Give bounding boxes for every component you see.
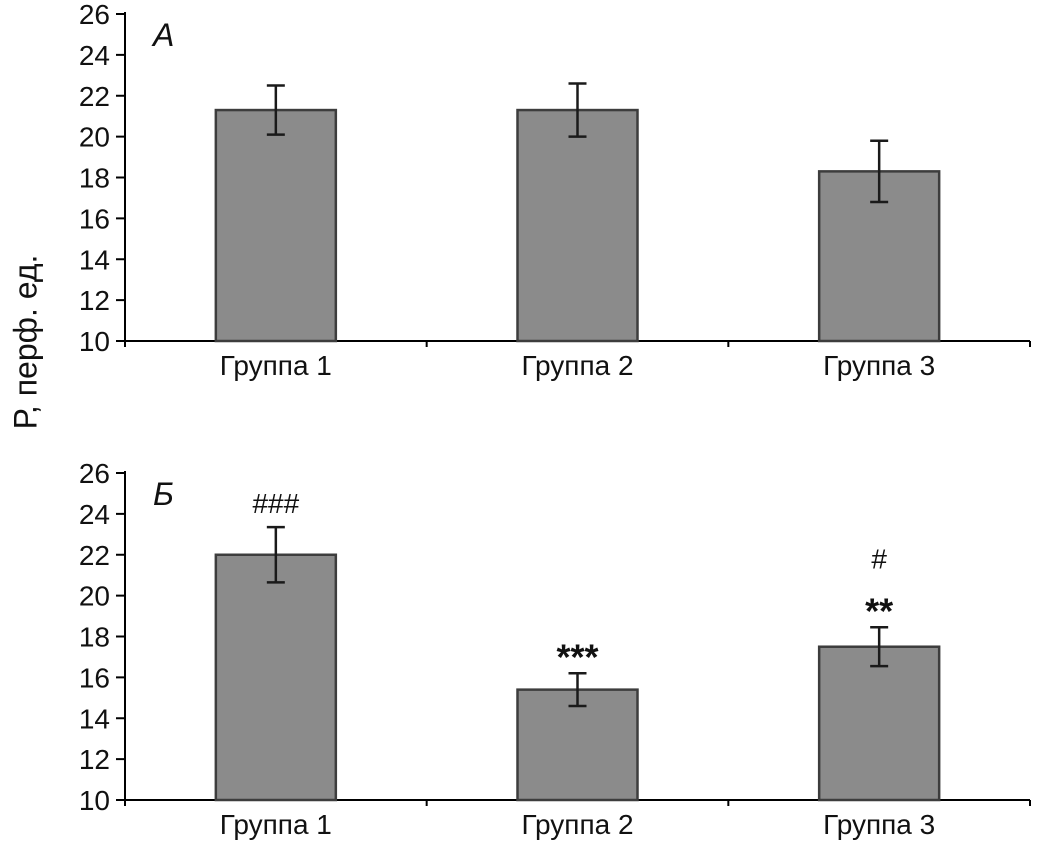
category-label: Группа 3 bbox=[823, 350, 935, 381]
category-label: Группа 2 bbox=[521, 809, 633, 840]
y-tick-label: 18 bbox=[79, 163, 110, 194]
bar bbox=[516, 688, 639, 802]
y-tick-label: 10 bbox=[79, 326, 110, 357]
bar bbox=[817, 170, 941, 343]
significance-annotation: ** bbox=[865, 590, 893, 631]
y-tick-label: 16 bbox=[79, 203, 110, 234]
panel-letter: А bbox=[151, 17, 174, 53]
y-tick-label: 12 bbox=[79, 285, 110, 316]
bar bbox=[516, 108, 639, 343]
y-tick-label: 12 bbox=[79, 744, 110, 775]
y-tick-label: 22 bbox=[79, 540, 110, 571]
y-tick-label: 26 bbox=[79, 0, 110, 30]
y-tick-label: 10 bbox=[79, 785, 110, 816]
category-label: Группа 2 bbox=[521, 350, 633, 381]
y-tick-label: 20 bbox=[79, 581, 110, 612]
y-tick-label: 20 bbox=[79, 122, 110, 153]
category-label: Группа 1 bbox=[220, 350, 332, 381]
significance-annotation: ### bbox=[252, 488, 299, 519]
significance-annotation: *** bbox=[556, 636, 598, 677]
y-tick-label: 22 bbox=[79, 81, 110, 112]
panel-letter: Б bbox=[153, 476, 174, 512]
bar bbox=[817, 645, 941, 802]
category-label: Группа 3 bbox=[823, 809, 935, 840]
y-tick-label: 14 bbox=[79, 703, 110, 734]
y-tick-label: 14 bbox=[79, 244, 110, 275]
bar bbox=[214, 108, 338, 343]
significance-annotation: # bbox=[871, 543, 887, 574]
y-tick-label: 16 bbox=[79, 662, 110, 693]
y-tick-label: 26 bbox=[79, 459, 110, 489]
category-label: Группа 1 bbox=[220, 809, 332, 840]
y-tick-label: 24 bbox=[79, 499, 110, 530]
bar bbox=[214, 553, 338, 802]
panel-a-chart: 10 12 14 16 18 20 22 24 26 Группа 1 Группа 2 Группа… bbox=[79, 0, 1031, 381]
y-tick-label: 24 bbox=[79, 40, 110, 71]
y-tick-label: 18 bbox=[79, 622, 110, 653]
